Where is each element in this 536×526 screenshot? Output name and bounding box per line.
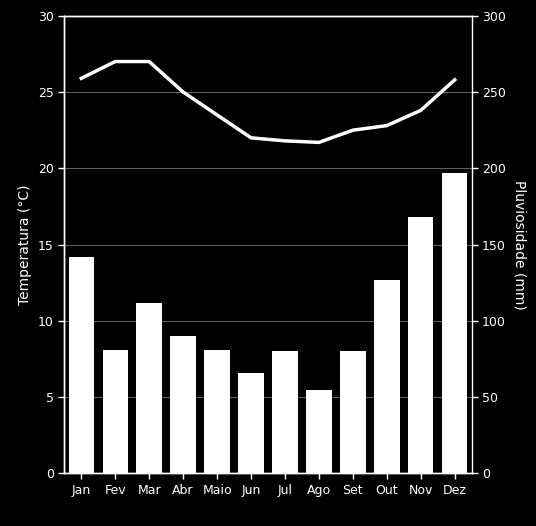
Bar (442, 173, 467, 473)
Bar (69, 257, 94, 473)
Y-axis label: Pluviosidade (mm): Pluviosidade (mm) (513, 180, 527, 309)
Y-axis label: Temperatura (°C): Temperatura (°C) (18, 184, 33, 305)
Bar (204, 350, 230, 473)
Bar (272, 351, 297, 473)
Bar (137, 302, 162, 473)
Bar (239, 373, 264, 473)
Bar (408, 217, 434, 473)
Bar (170, 336, 196, 473)
Bar (340, 351, 366, 473)
Bar (102, 350, 128, 473)
Bar (374, 280, 399, 473)
Bar (306, 389, 332, 473)
